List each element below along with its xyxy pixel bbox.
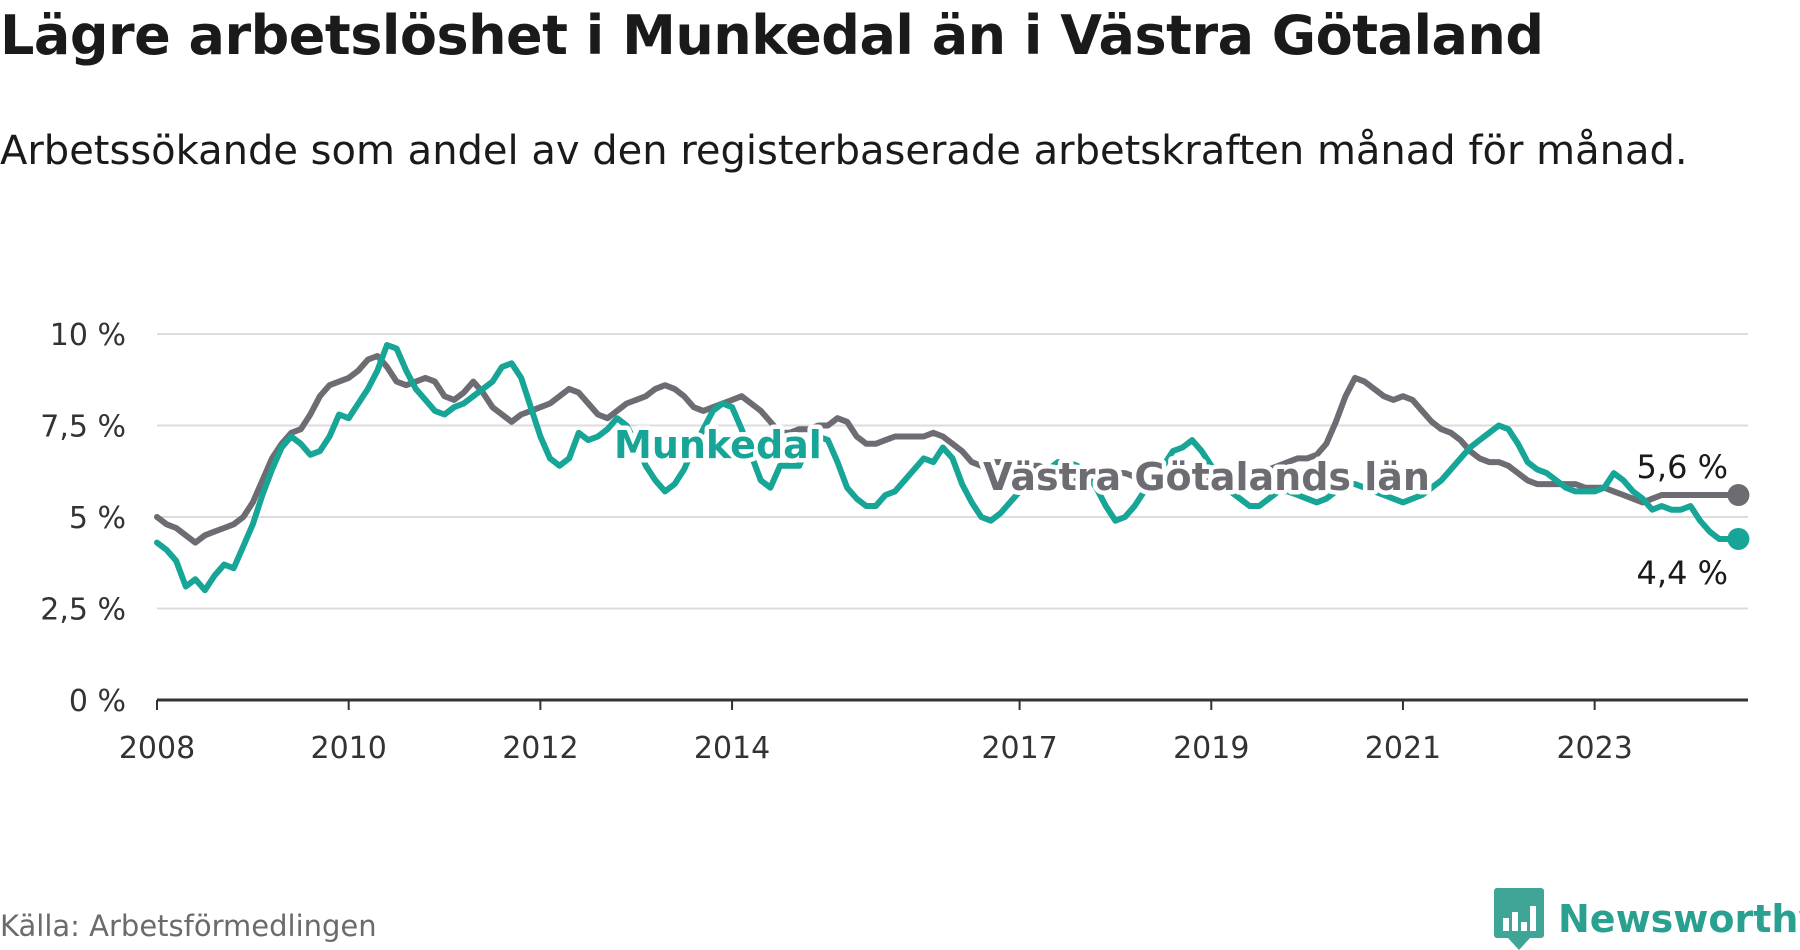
- brand-name: Newsworthy: [1558, 897, 1800, 941]
- x-tick-label: 2023: [1556, 731, 1632, 766]
- chart-title: Lägre arbetslöshet i Munkedal än i Västr…: [0, 4, 1544, 67]
- vastra-gotaland-series-label: Västra Götalands län: [983, 455, 1430, 499]
- y-tick-label: 10 %: [50, 318, 126, 353]
- y-tick-label: 2,5 %: [40, 593, 126, 628]
- series-labels: Munkedal Västra Götalands län 5,6 % 4,4 %: [610, 419, 1733, 597]
- x-tick-label: 2014: [694, 731, 770, 766]
- x-tick-label: 2017: [981, 731, 1057, 766]
- x-tick-label: 2010: [311, 731, 387, 766]
- x-tick-label: 2012: [502, 731, 578, 766]
- grid-lines: [157, 333, 1748, 610]
- newsworthy-logo-icon: [1494, 888, 1544, 950]
- brand-logo[interactable]: Newsworthy: [1494, 888, 1800, 950]
- vastra-gotaland-line: [154, 353, 1742, 546]
- x-tick-label: 2021: [1365, 731, 1441, 766]
- x-tick-label: 2008: [119, 731, 195, 766]
- y-axis: 0 % 2,5 % 5 % 7,5 % 10 %: [40, 318, 126, 719]
- series-lines: [154, 342, 1750, 594]
- munkedal-line: [154, 342, 1742, 594]
- x-axis: 2008 2010 2012 2014 2017 2019 2021 2023: [119, 698, 1748, 766]
- chart-subtitle: Arbetssökande som andel av den registerb…: [0, 128, 1688, 174]
- munkedal-end-value: 4,4 %: [1637, 554, 1728, 592]
- munkedal-series-label: Munkedal: [614, 423, 822, 467]
- y-tick-label: 5 %: [69, 501, 126, 536]
- x-tick-label: 2019: [1173, 731, 1249, 766]
- vastra-gotaland-end-value: 5,6 %: [1637, 448, 1728, 486]
- munkedal-end-point: [1727, 527, 1750, 550]
- vastra-gotaland-end-point: [1727, 484, 1750, 507]
- y-tick-label: 0 %: [69, 684, 126, 719]
- source-note: Källa: Arbetsförmedlingen: [0, 909, 377, 943]
- y-tick-label: 7,5 %: [40, 410, 126, 445]
